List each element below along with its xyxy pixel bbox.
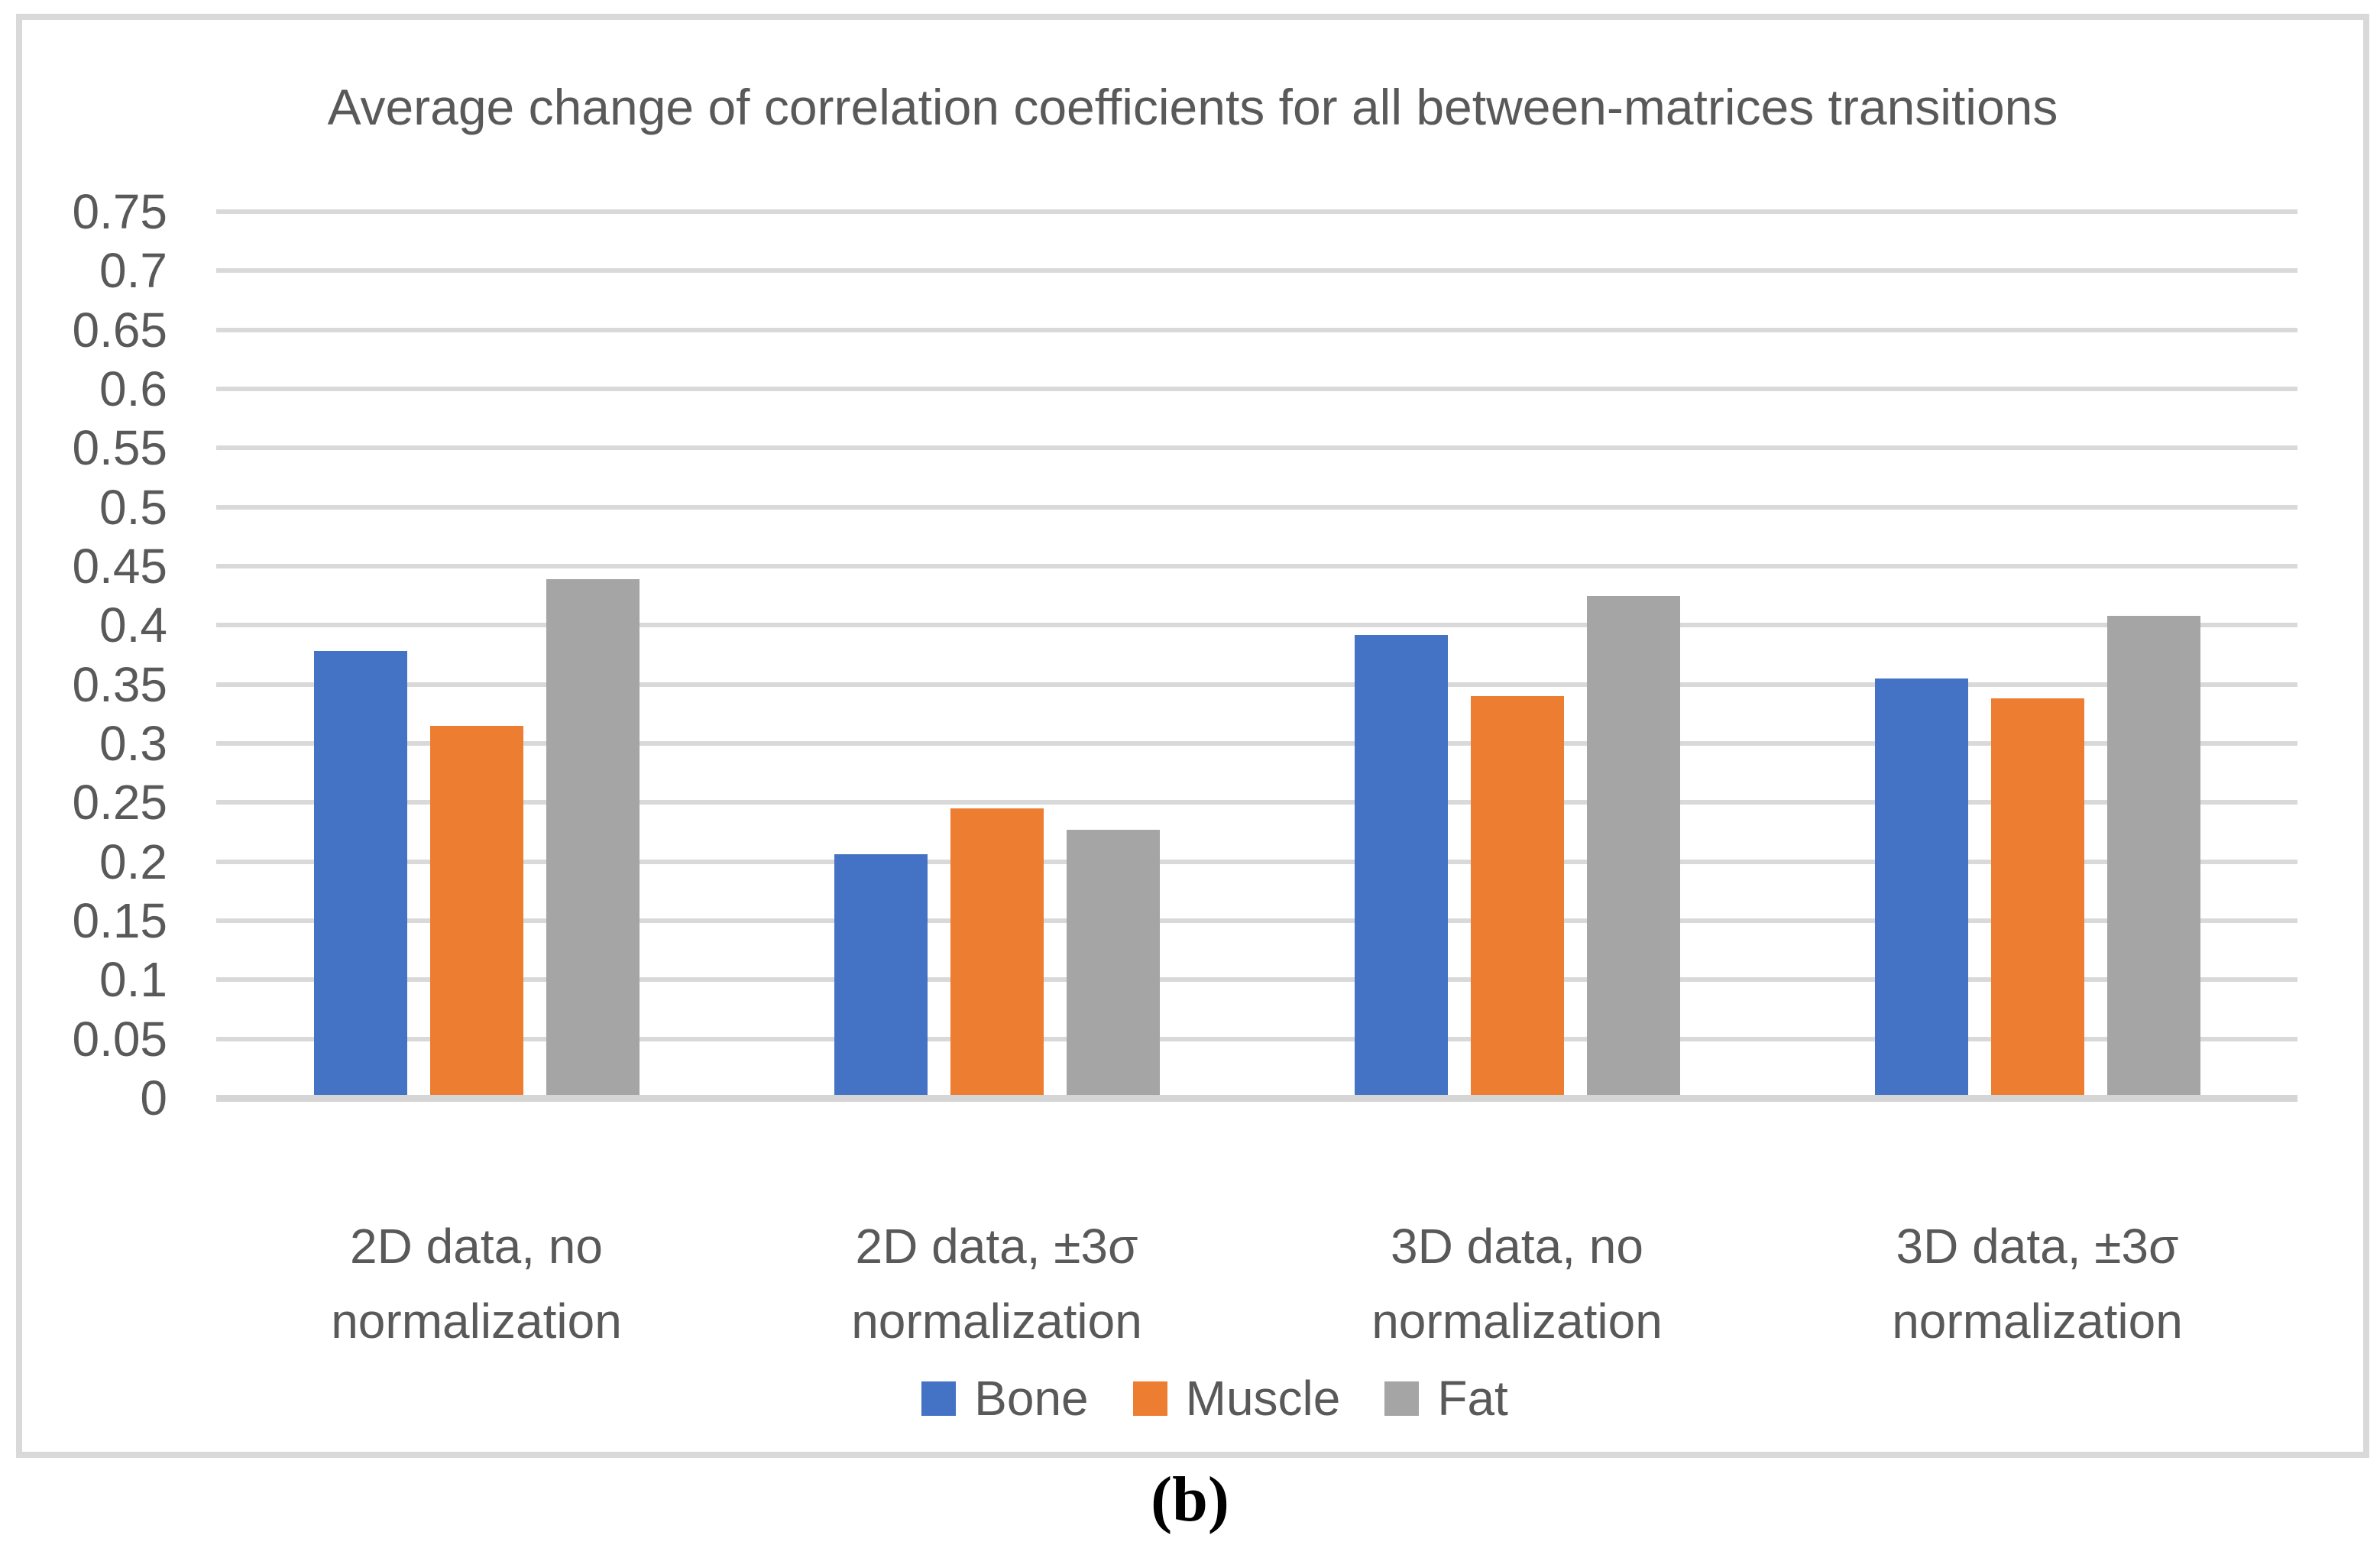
y-tick-label: 0 xyxy=(140,1070,167,1125)
gridline xyxy=(216,387,2297,391)
gridline xyxy=(216,859,2297,864)
y-tick-label: 0.4 xyxy=(99,598,167,653)
legend-label: Fat xyxy=(1437,1371,1508,1426)
figure-caption: (b) xyxy=(1151,1464,1229,1535)
y-tick-label: 0.6 xyxy=(99,361,167,416)
y-tick-label: 0.7 xyxy=(99,243,167,299)
gridline xyxy=(216,209,2297,214)
chart-title: Average change of correlation coefficien… xyxy=(327,79,2058,135)
y-tick-label: 0.35 xyxy=(72,656,167,712)
gridline xyxy=(216,977,2297,983)
legend-item: Fat xyxy=(1384,1368,1508,1429)
y-tick-label: 0.55 xyxy=(72,420,167,476)
gridline xyxy=(216,1036,2297,1041)
bar-muscle xyxy=(1470,696,1564,1095)
bar-bone xyxy=(834,854,928,1095)
legend-item: Muscle xyxy=(1132,1368,1341,1429)
gridline xyxy=(216,504,2297,510)
y-tick-label: 0.1 xyxy=(99,952,167,1008)
legend-label: Muscle xyxy=(1185,1371,1341,1426)
bar-bone xyxy=(1354,634,1448,1095)
x-category-label: 2D data, no normalization xyxy=(331,1219,622,1349)
x-category-label: 3D data, ±3σ normalization xyxy=(1892,1219,2183,1349)
bar-muscle xyxy=(950,808,1044,1095)
y-tick-label: 0.05 xyxy=(72,1011,167,1067)
legend-item: Bone xyxy=(921,1368,1089,1429)
bar-fat xyxy=(1586,595,1680,1095)
gridline xyxy=(216,445,2297,451)
gridline xyxy=(216,268,2297,274)
y-tick-label: 0.75 xyxy=(72,184,167,239)
legend-label: Bone xyxy=(974,1371,1089,1426)
bar-bone xyxy=(1874,678,1968,1095)
y-tick-label: 0.5 xyxy=(99,479,167,535)
bar-muscle xyxy=(429,725,523,1095)
gridline xyxy=(216,623,2297,628)
gridline xyxy=(216,918,2297,923)
y-tick-label: 0.2 xyxy=(99,834,167,889)
x-category-label: 3D data, no normalization xyxy=(1371,1219,1663,1349)
y-tick-label: 0.25 xyxy=(72,775,167,831)
y-tick-label: 0.15 xyxy=(72,893,167,948)
gridline xyxy=(216,327,2297,332)
x-axis-line xyxy=(216,1095,2297,1102)
y-tick-label: 0.3 xyxy=(99,716,167,771)
x-category-label: 2D data, ±3σ normalization xyxy=(851,1219,1142,1349)
legend-swatch-fat xyxy=(1384,1381,1420,1416)
bar-muscle xyxy=(1990,698,2084,1095)
bar-fat xyxy=(1066,829,1160,1095)
bar-bone xyxy=(313,651,407,1095)
gridline xyxy=(216,564,2297,568)
y-tick-label: 0.45 xyxy=(72,539,167,594)
y-tick-label: 0.65 xyxy=(72,302,167,358)
gridline xyxy=(216,741,2297,746)
bar-fat xyxy=(546,579,640,1095)
bar-fat xyxy=(2106,615,2200,1095)
legend-swatch-muscle xyxy=(1132,1381,1167,1416)
legend-swatch-bone xyxy=(921,1381,957,1416)
gridline xyxy=(216,682,2297,687)
legend: Bone Muscle Fat xyxy=(44,1368,2380,1429)
chart-frame: Average change of correlation coefficien… xyxy=(16,14,2369,1458)
gridline xyxy=(216,800,2297,805)
